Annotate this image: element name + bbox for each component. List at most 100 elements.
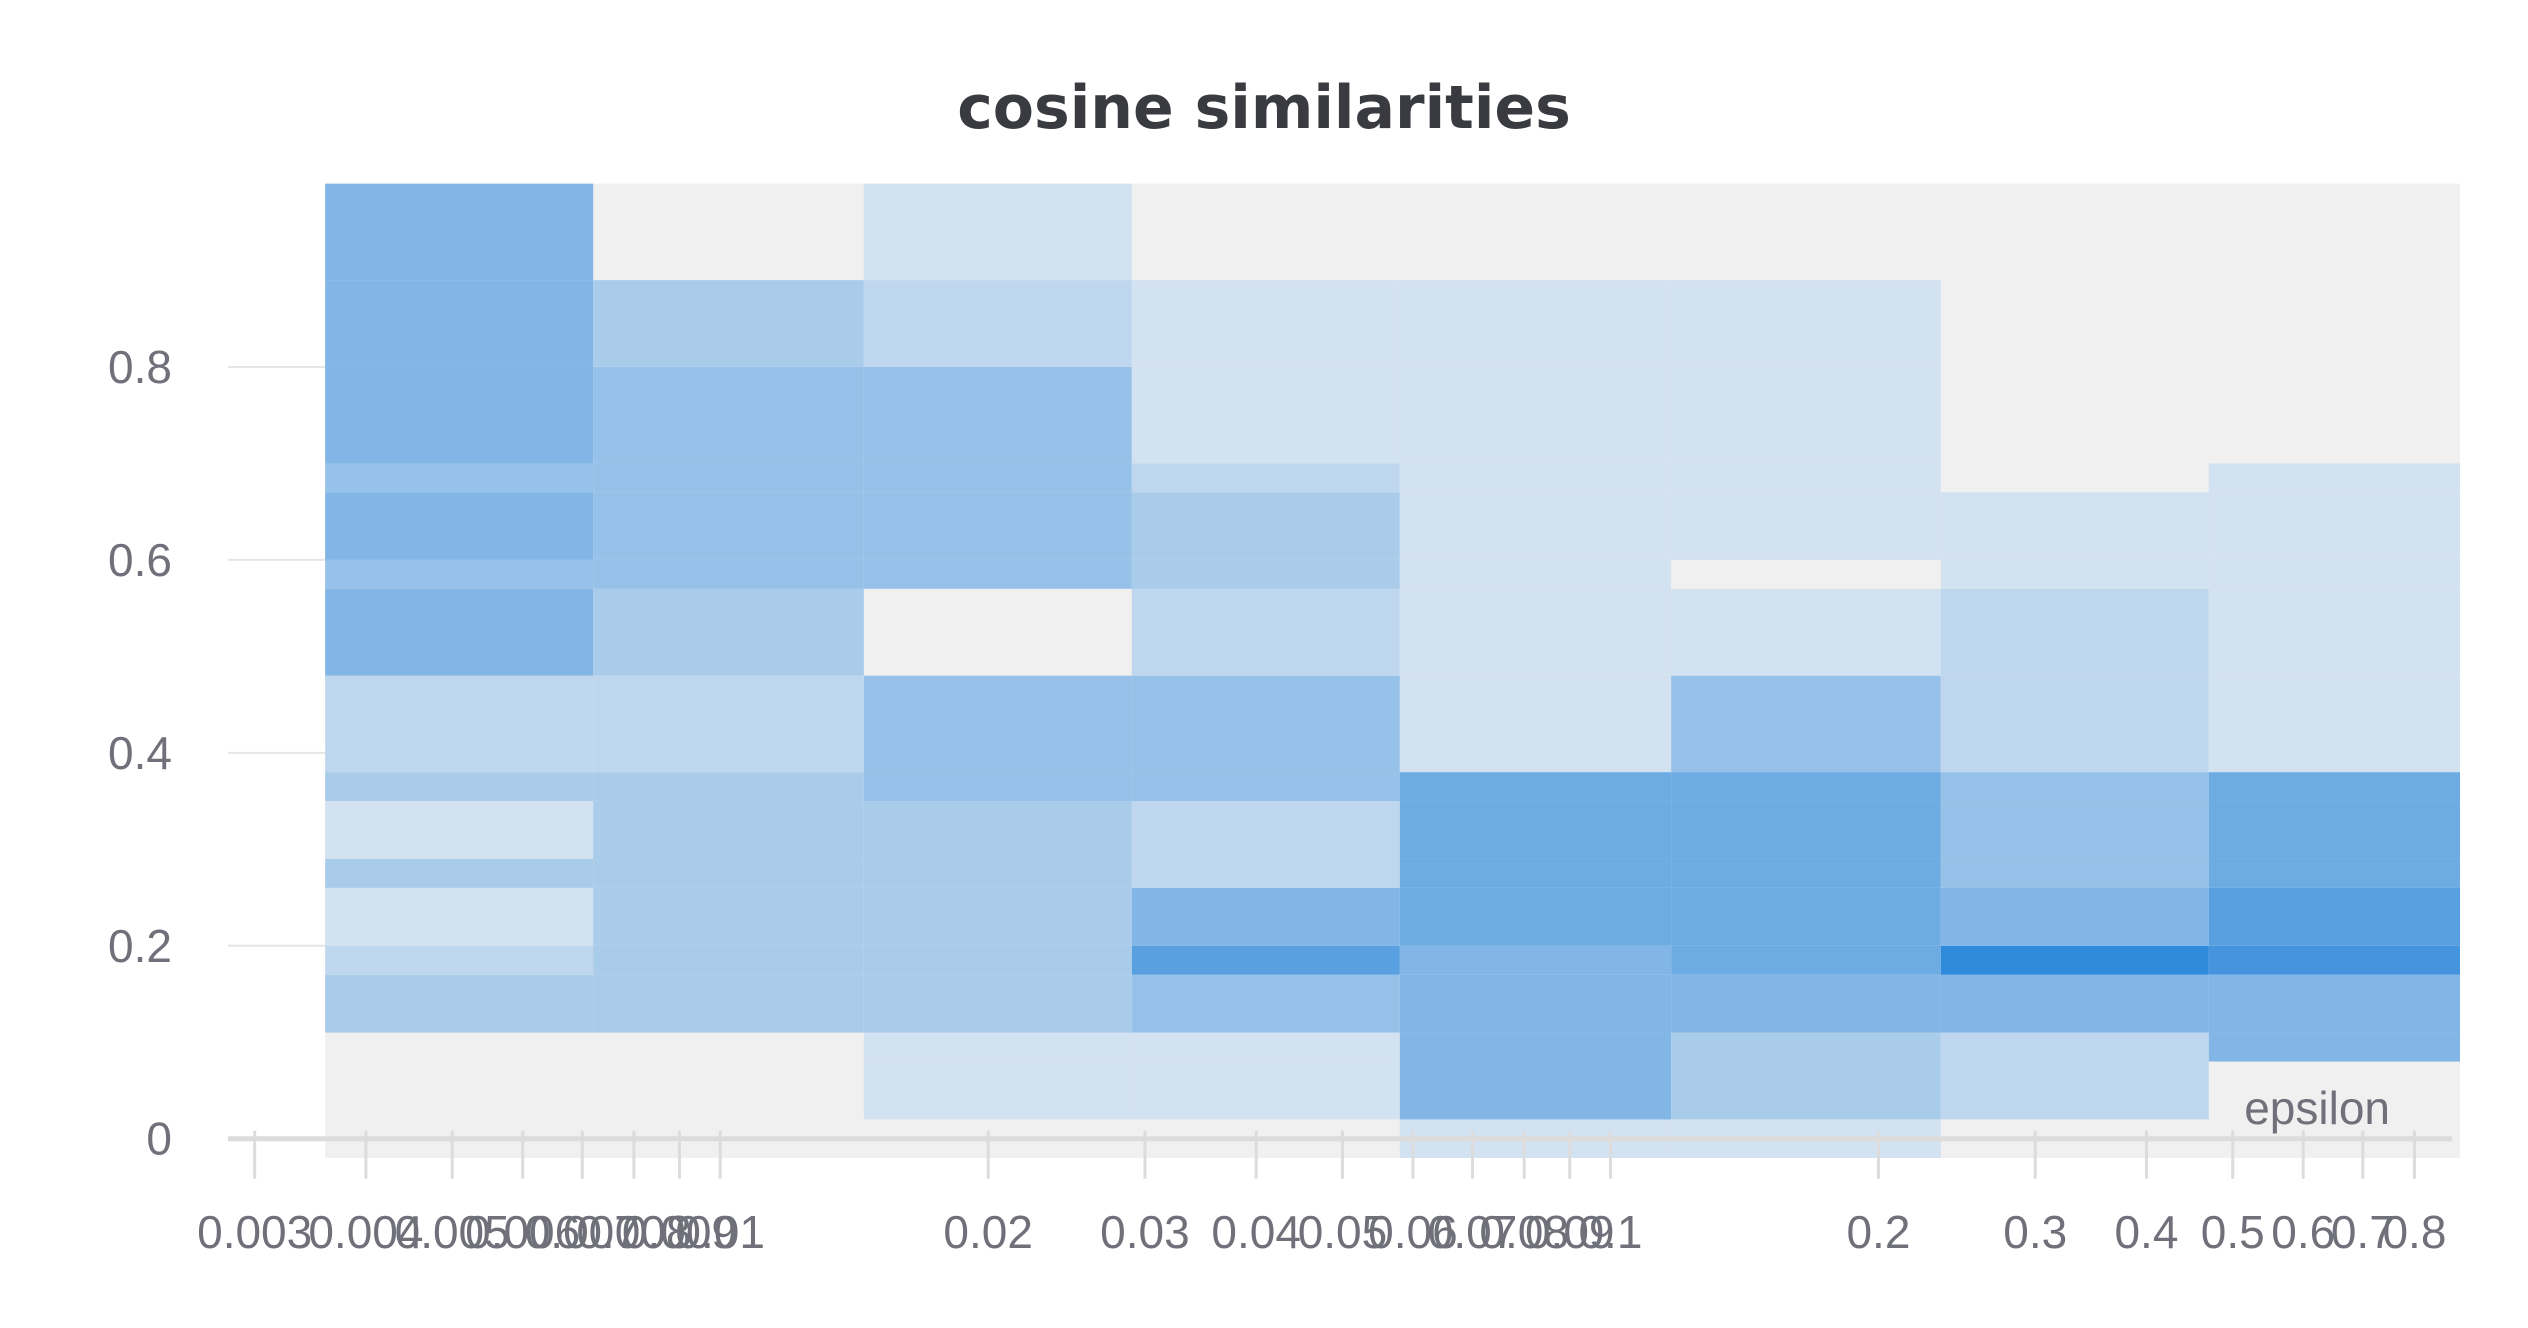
heatmap-cell — [1940, 1061, 2209, 1120]
heatmap-cell — [593, 588, 864, 676]
heatmap-cell — [2208, 858, 2460, 888]
heatmap-cell — [863, 974, 1132, 1033]
x-tick-label: 0.08 — [1479, 1206, 1569, 1258]
heatmap-cell — [1399, 1061, 1672, 1120]
heatmap-cell — [1399, 945, 1672, 975]
heatmap-cell — [863, 366, 1132, 464]
heatmap-cell — [325, 280, 594, 367]
heatmap-cell — [1671, 1032, 1941, 1062]
heatmap-cell — [1399, 1032, 1672, 1062]
heatmap-cell — [1940, 887, 2209, 946]
heatmap-cell — [1671, 858, 1941, 888]
heatmap-cell — [325, 492, 594, 560]
heatmap-cell — [863, 858, 1132, 888]
heatmap-cell — [325, 588, 594, 676]
heatmap-cell — [593, 559, 864, 589]
heatmap-cell — [1399, 675, 1672, 773]
heatmap-cell — [1131, 675, 1400, 773]
heatmap-cell — [1399, 772, 1672, 802]
x-tick-label: 0.007 — [525, 1206, 640, 1258]
heatmap-cell — [593, 945, 864, 975]
heatmap-cell — [1671, 801, 1941, 859]
heatmap-cell — [325, 772, 594, 802]
x-tick-label: 0.006 — [465, 1206, 580, 1258]
plot-area — [325, 183, 2460, 1158]
heatmap-cell — [1671, 588, 1941, 676]
x-tick-label: 0.005 — [395, 1206, 510, 1258]
heatmap-cell — [1940, 559, 2209, 589]
heatmap-cell — [1131, 1032, 1400, 1062]
heatmap-cell — [863, 463, 1132, 493]
heatmap-cell — [1399, 588, 1672, 676]
heatmap-cell — [1131, 588, 1400, 676]
heatmap-cell — [325, 801, 594, 859]
heatmap-cell — [1671, 1061, 1941, 1120]
x-tick-label: 0.009 — [622, 1206, 737, 1258]
heatmap-cell — [1671, 945, 1941, 975]
x-tick-label: 0.02 — [943, 1206, 1033, 1258]
heatmap-cell — [1131, 772, 1400, 802]
x-tick-label: 0.5 — [2201, 1206, 2265, 1258]
heatmap-cell — [1671, 463, 1941, 493]
x-tick-label: 0.8 — [2382, 1206, 2446, 1258]
x-tick-label: 0.008 — [576, 1206, 691, 1258]
heatmap-cell — [1131, 1061, 1400, 1120]
heatmap-cell — [1131, 463, 1400, 493]
heatmap-cell — [1940, 1032, 2209, 1062]
heatmap-cell — [325, 974, 594, 1033]
heatmap-cell — [1940, 945, 2209, 975]
heatmap-cell — [2208, 559, 2460, 589]
y-tick-label: 0.4 — [108, 727, 172, 779]
heatmap-cell — [593, 974, 864, 1033]
heatmap-cell — [2208, 492, 2460, 560]
heatmap-cell — [2208, 1032, 2460, 1062]
heatmap-cell — [593, 675, 864, 773]
heatmap-cell — [1399, 559, 1672, 589]
heatmap-cell — [863, 772, 1132, 802]
heatmap-cell — [2208, 974, 2460, 1033]
heatmap-cell — [1671, 887, 1941, 946]
x-tick-label: 0.3 — [2003, 1206, 2067, 1258]
heatmap-cell — [325, 887, 594, 946]
y-tick-label: 0.8 — [108, 341, 172, 393]
x-tick-label: 0.03 — [1100, 1206, 1190, 1258]
heatmap-cell — [1131, 887, 1400, 946]
x-tick-label: 0.01 — [675, 1206, 765, 1258]
x-tick-label: 0.2 — [1846, 1206, 1910, 1258]
heatmap-cell — [2208, 675, 2460, 773]
y-tick-label: 0.2 — [108, 920, 172, 972]
heatmap-cell — [593, 463, 864, 493]
heatmap-cell — [593, 801, 864, 859]
x-tick-label: 0.06 — [1368, 1206, 1458, 1258]
heatmap-cell — [1399, 366, 1672, 464]
heatmap-cell — [2208, 772, 2460, 802]
x-tick-label: 0.4 — [2114, 1206, 2178, 1258]
heatmap-cell — [1940, 492, 2209, 560]
heatmap-cell — [325, 366, 594, 464]
heatmap-cell — [1940, 801, 2209, 859]
heatmap-cell — [1671, 772, 1941, 802]
heatmap-cell — [2208, 801, 2460, 859]
heatmap-cell — [593, 772, 864, 802]
heatmap-cell — [325, 559, 594, 589]
heatmap-cell — [325, 945, 594, 975]
heatmap-cell — [2208, 887, 2460, 946]
x-tick-label: 0.6 — [2271, 1206, 2335, 1258]
y-tick-label: 0 — [146, 1113, 172, 1165]
heatmap-cell — [1131, 492, 1400, 560]
x-tick-label: 0.7 — [2331, 1206, 2395, 1258]
heatmap-cell — [863, 945, 1132, 975]
heatmap-cell — [2208, 945, 2460, 975]
heatmap-cell — [325, 858, 594, 888]
x-tick-label: 0.004 — [308, 1206, 423, 1258]
y-tick-label: 0.6 — [108, 534, 172, 586]
heatmap-cell — [1399, 280, 1672, 367]
heatmap-cell — [863, 559, 1132, 589]
heatmap-cell — [1131, 945, 1400, 975]
heatmap-cell — [325, 675, 594, 773]
heatmap-cell — [863, 492, 1132, 560]
heatmap-cell — [1940, 675, 2209, 773]
heatmap-cell — [1940, 858, 2209, 888]
heatmap-cell — [1399, 974, 1672, 1033]
